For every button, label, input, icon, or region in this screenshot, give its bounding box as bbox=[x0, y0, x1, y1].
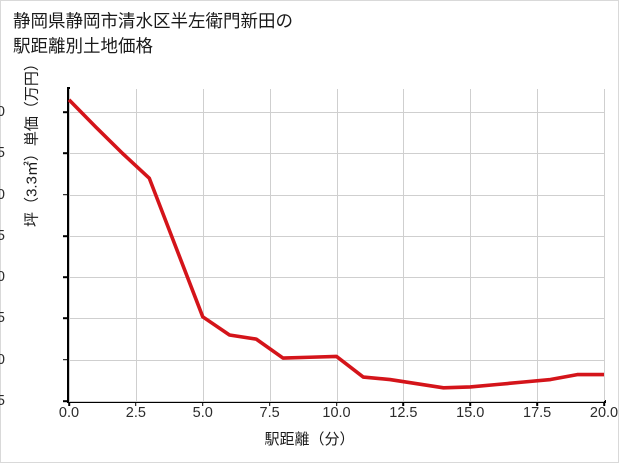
gridline-vertical bbox=[336, 89, 338, 401]
gridline-vertical bbox=[403, 89, 405, 401]
x-tick-mark bbox=[335, 402, 338, 406]
y-tick-label: 33.0 bbox=[0, 104, 5, 121]
x-tick-label: 10.0 bbox=[322, 405, 351, 421]
x-tick-mark bbox=[268, 402, 271, 406]
x-tick-label: 15.0 bbox=[456, 405, 485, 421]
y-tick-label: 31.0 bbox=[0, 269, 5, 286]
gridline-vertical bbox=[269, 89, 271, 401]
x-axis-label: 駅距離（分） bbox=[264, 431, 355, 448]
y-axis-label: 坪（3.3㎡）単価（万円） bbox=[23, 56, 41, 227]
gridline-vertical bbox=[69, 89, 70, 401]
x-tick-label: 20.0 bbox=[589, 405, 619, 421]
y-tick-mark bbox=[63, 358, 67, 361]
x-tick-label: 5.0 bbox=[192, 405, 213, 421]
y-tick-label: 32.0 bbox=[0, 186, 5, 203]
x-tick-mark bbox=[469, 402, 472, 406]
y-tick-label: 31.5 bbox=[0, 227, 5, 244]
x-tick-label: 12.5 bbox=[389, 405, 418, 421]
x-tick-mark bbox=[135, 402, 137, 406]
y-tick-label: 29.5 bbox=[0, 393, 5, 409]
y-tick-mark bbox=[63, 152, 67, 155]
y-tick-label: 30.5 bbox=[0, 310, 5, 327]
chart-title: 静岡県静岡市清水区半左衛門新田の 駅距離別土地価格 bbox=[13, 11, 293, 56]
data-line-坪単価 bbox=[67, 98, 604, 390]
x-tick-label: 2.5 bbox=[125, 405, 146, 421]
x-tick-label: 7.5 bbox=[259, 405, 280, 421]
y-axis-spine bbox=[67, 87, 70, 403]
x-tick-mark bbox=[402, 402, 405, 406]
y-tick-mark bbox=[63, 276, 67, 278]
y-tick-mark bbox=[63, 317, 67, 320]
x-tick-label: 0.0 bbox=[58, 405, 80, 421]
x-tick-mark bbox=[201, 402, 204, 406]
gridline-vertical bbox=[470, 89, 472, 401]
y-tick-mark bbox=[63, 193, 67, 196]
y-tick-label: 32.5 bbox=[0, 145, 5, 162]
y-tick-mark bbox=[63, 111, 67, 113]
gridline-vertical bbox=[135, 89, 137, 401]
gridline-vertical bbox=[202, 89, 204, 401]
y-tick-mark bbox=[63, 400, 67, 402]
y-tick-label: 30.0 bbox=[0, 351, 5, 368]
x-tick-mark bbox=[603, 402, 605, 406]
x-tick-label: 17.5 bbox=[523, 405, 552, 421]
gridline-vertical bbox=[604, 89, 605, 401]
gridline-horizontal bbox=[69, 401, 604, 402]
line-series-svg bbox=[67, 98, 604, 390]
x-tick-mark bbox=[536, 402, 538, 406]
y-tick-mark bbox=[63, 235, 67, 237]
plot-area bbox=[67, 89, 605, 402]
x-tick-mark bbox=[68, 402, 70, 406]
gridline-vertical bbox=[537, 89, 539, 401]
